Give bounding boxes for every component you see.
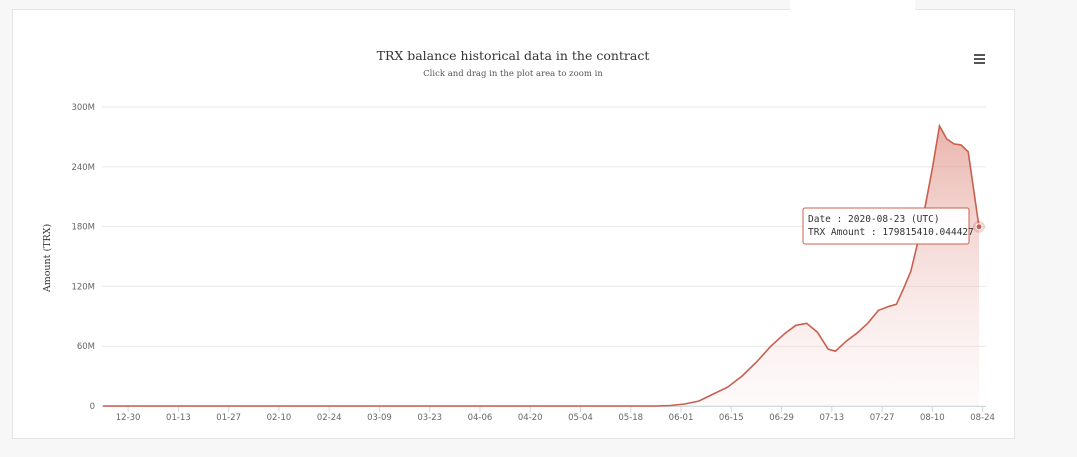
x-tick-label: 06-29 <box>769 413 794 423</box>
x-tick-label: 07-27 <box>870 413 895 423</box>
hover-point[interactable] <box>975 223 983 231</box>
x-tick-label: 01-27 <box>216 413 241 423</box>
x-tick-label: 02-10 <box>267 413 292 423</box>
x-tick-label: 04-20 <box>518 413 543 423</box>
x-tick-label: 03-09 <box>367 413 392 423</box>
y-tick-label: 120M <box>71 282 95 292</box>
x-tick-label: 01-13 <box>166 413 191 423</box>
tooltip: Date : 2020-08-23 (UTC) TRX Amount : 179… <box>802 207 974 245</box>
x-tick-label: 06-15 <box>719 413 744 423</box>
y-tick-label: 0 <box>90 402 95 412</box>
y-tick-label: 60M <box>77 342 95 352</box>
y-axis-ticks: 0 60M 120M 180M 240M 300M <box>71 103 95 412</box>
series-area-fill <box>103 125 979 407</box>
x-tick-label: 08-24 <box>970 413 995 423</box>
x-tick-label: 02-24 <box>317 413 342 423</box>
x-tick-label: 04-06 <box>468 413 493 423</box>
y-tick-label: 240M <box>71 163 95 173</box>
x-tick-label: 08-10 <box>920 413 945 423</box>
series-line <box>103 123 980 407</box>
y-tick-label: 180M <box>71 223 95 233</box>
tooltip-amount: TRX Amount : 179815410.044427 <box>808 227 974 238</box>
x-tick-label: 03-23 <box>417 413 442 423</box>
y-axis-label: Amount (TRX) <box>42 224 53 293</box>
x-tick-label: 06-01 <box>669 413 694 423</box>
x-axis-ticks: 12-30 01-13 01-27 02-10 02-24 03-09 03-23 04-06… <box>116 407 995 423</box>
x-tick-label: 12-30 <box>116 413 141 423</box>
chart-subtitle: Click and drag in the plot area to zoom … <box>423 69 603 79</box>
hamburger-menu-icon[interactable] <box>968 48 990 70</box>
x-tick-label: 05-18 <box>618 413 643 423</box>
y-tick-label: 300M <box>71 103 95 113</box>
top-gap <box>790 0 915 12</box>
right-panel <box>1016 0 1077 457</box>
x-tick-label: 05-04 <box>568 413 593 423</box>
chart-title: TRX balance historical data in the contr… <box>377 48 650 63</box>
x-tick-label: 07-13 <box>819 413 844 423</box>
tooltip-date: Date : 2020-08-23 (UTC) <box>808 214 940 225</box>
